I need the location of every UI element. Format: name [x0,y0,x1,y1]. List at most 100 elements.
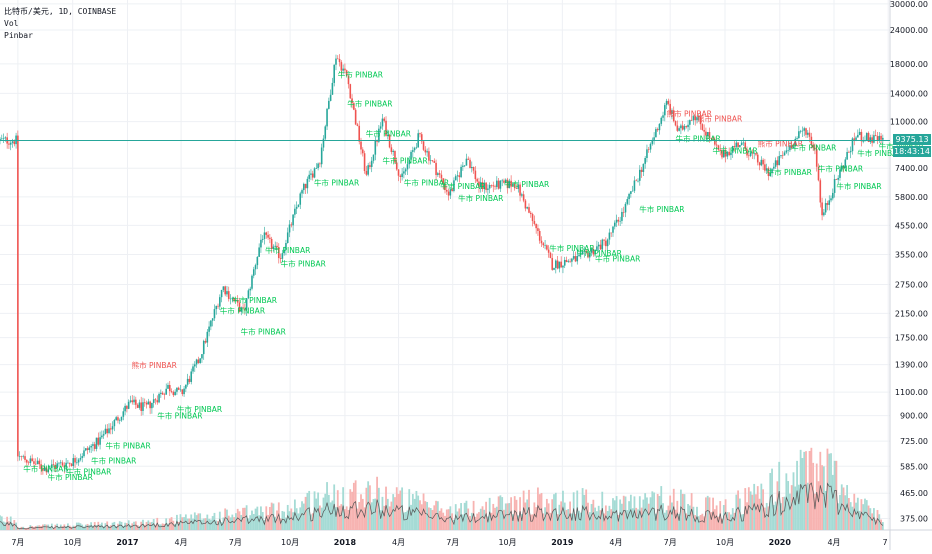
volume-bar [292,512,294,530]
candle-body [601,239,604,250]
time-tick-label: 7 [882,538,887,547]
volume-bar [256,506,259,530]
candle-body [715,144,718,146]
volume-bar [233,517,236,530]
candle-body [20,456,23,457]
pinbar-indicator-label[interactable]: Pinbar [4,31,33,40]
volume-bar [549,512,552,530]
volume-bar [603,513,605,530]
volume-bar [676,500,679,530]
candle-body [826,203,829,205]
candle-body [869,137,872,142]
volume-bar [333,484,336,530]
candle-body [424,149,427,153]
candle-body [213,309,216,319]
volume-bar [442,512,445,530]
candle-body [165,388,168,395]
candle-body [529,212,532,215]
volume-bar [531,514,534,530]
volume-bar [402,512,405,530]
candle-body [635,180,638,182]
volume-bar [774,501,777,530]
candle-body [789,145,791,151]
volume-bar [660,486,663,530]
candle-body [631,190,634,192]
candle-body [59,462,62,464]
candle-body [92,444,94,446]
volume-bar [397,493,400,530]
volume-bar [631,508,634,530]
volume-bar [558,504,561,530]
symbol-label[interactable]: 比特币/美元, 1D, COINBASE [4,7,117,16]
volume-bar [358,502,361,530]
candle-body [238,302,241,312]
volume-indicator-label[interactable]: Vol [4,19,19,28]
candle-body [542,243,545,246]
candle-body [211,318,214,321]
volume-bar [349,489,352,530]
volume-bar [75,522,78,530]
volume-bar [440,508,443,530]
volume-bar [781,497,784,530]
volume-bar [335,506,337,530]
volume-bar [551,499,554,530]
candle-body [722,149,725,158]
candle-body [385,120,387,136]
candle-body [622,211,625,213]
volume-bar [526,499,529,530]
candle-body [714,139,716,145]
volume-bar [217,521,219,530]
price-tick-label: 725.00 [900,437,928,446]
candle-body [696,117,698,121]
volume-bar [247,518,250,530]
candle-body [519,184,521,196]
candle-body [612,226,614,233]
volume-bar [77,522,80,530]
volume-bar [63,524,66,530]
volume-bar [528,489,530,530]
candle-body [719,149,722,151]
volume-bar [746,502,748,530]
volume-bar [445,509,448,530]
volume-bar [311,513,314,530]
candle-body [220,289,223,298]
volume-bar [206,514,209,530]
volume-bar [776,481,779,530]
volume-bar [751,494,754,530]
candle-body [717,145,720,150]
candle-body [303,183,305,191]
candle-body [646,149,648,158]
volume-bar [426,502,429,530]
candle-body [690,120,693,121]
candle-body [131,400,134,403]
volume-bar [131,523,134,530]
candle-body [758,162,761,166]
candle-body [590,249,593,253]
candle-body [267,234,269,238]
volume-bar [701,513,704,530]
candle-body [699,116,702,125]
volume-bar [184,514,187,530]
volume-bar [281,511,284,530]
candle-body [633,180,636,191]
candle-body [283,249,285,254]
candle-body [381,118,384,127]
candle-body [272,246,275,249]
volume-bar [613,500,616,530]
volume-bar [495,506,498,530]
candle-body [158,393,160,403]
candle-body [685,126,688,128]
volume-bar [251,510,253,530]
volume-bar [728,512,731,530]
candle-body [429,160,432,161]
volume-bar [151,521,153,530]
volume-bar [837,503,840,530]
candle-body [735,142,738,147]
candle-body [217,305,219,307]
time-tick-label: 10月 [716,538,734,547]
volume-bar [855,502,857,530]
volume-bar [794,486,797,530]
bull-pinbar-label: 牛市 PINBAR [767,167,812,177]
